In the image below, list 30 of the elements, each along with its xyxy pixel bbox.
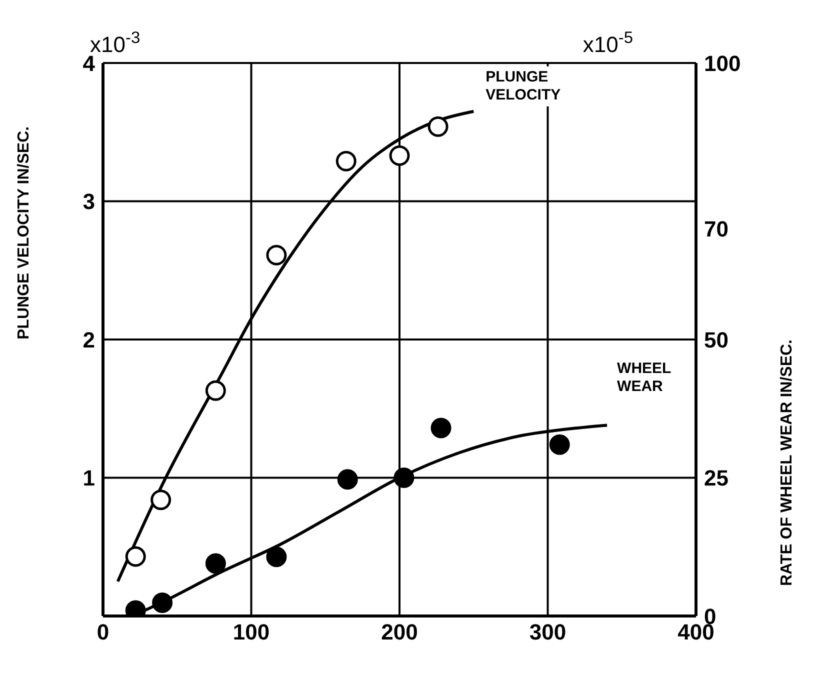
- point: [389, 145, 410, 166]
- point: [152, 592, 173, 613]
- x-tick-label: 200: [381, 620, 418, 645]
- y-tick-label: 1: [82, 466, 95, 491]
- y2-tick-label: 25: [704, 466, 728, 491]
- point: [549, 434, 570, 455]
- y-tick-label: 2: [82, 327, 95, 352]
- point: [266, 244, 287, 266]
- y2-tick-label: 70: [704, 216, 728, 242]
- point: [125, 546, 146, 567]
- text: x10$^{-5}$: [582, 29, 633, 57]
- point: [266, 546, 287, 568]
- point: [336, 150, 356, 172]
- text: WHEEL WEAR: [617, 360, 672, 396]
- x-tick-label: 300: [529, 620, 566, 645]
- point: [428, 116, 448, 137]
- y2-axis-title: RATE OF WHEEL WEAR IN/SEC.: [778, 340, 796, 586]
- point: [205, 380, 226, 401]
- point: [150, 490, 172, 510]
- y-tick-label: 3: [82, 189, 95, 214]
- point: [430, 418, 452, 438]
- y-axis-title: PLUNGE VELOCITY IN/SEC.: [16, 126, 33, 340]
- y2-tick-label: 100: [704, 50, 741, 76]
- point: [337, 469, 358, 490]
- series-label: PLUNGE VELOCITY: [486, 68, 561, 104]
- x-tick-label: 100: [232, 620, 270, 645]
- point: [394, 468, 414, 488]
- y2-tick-label: 50: [704, 327, 728, 352]
- point: [205, 553, 226, 574]
- x-tick-label: 0: [96, 620, 110, 645]
